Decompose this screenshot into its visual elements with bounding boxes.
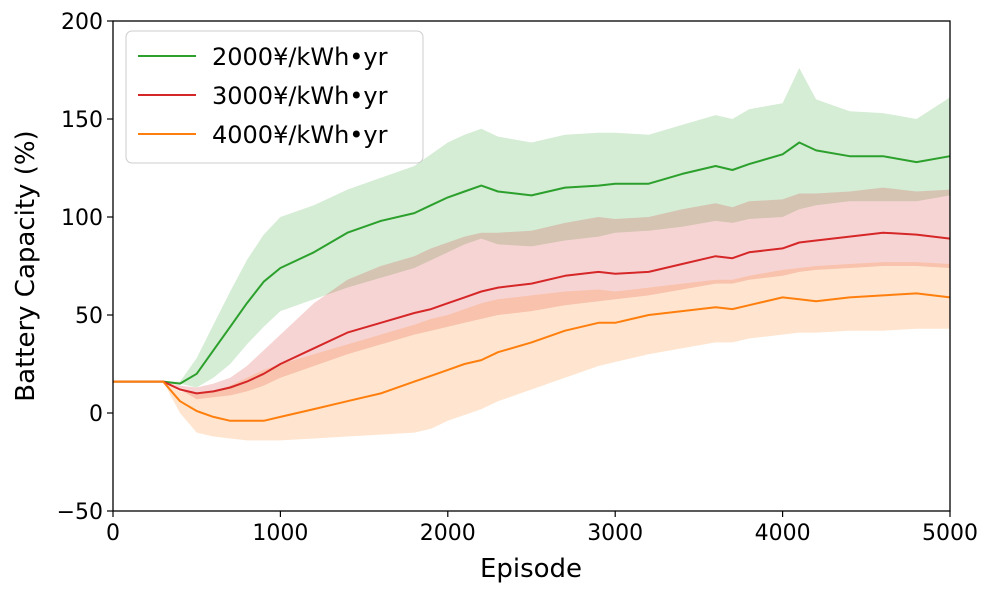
x-tick-label: 4000 (755, 521, 811, 546)
series-lines (113, 141, 951, 422)
x-tick-label: 3000 (587, 521, 643, 546)
legend-label-2: 3000¥/kWh•yr (212, 82, 388, 110)
y-tick-label: 0 (89, 402, 103, 427)
y-tick-label: 200 (61, 10, 103, 35)
legend-frame (125, 30, 424, 164)
series-band-1 (113, 68, 950, 388)
series-line-3 (113, 292, 951, 422)
x-axis-title: Episode (480, 554, 582, 584)
series-line-2 (113, 231, 951, 395)
legend: 2000¥/kWh•yr 3000¥/kWh•yr 4000¥/kWh•yr (125, 30, 424, 164)
series-line-1 (113, 141, 951, 385)
plot-frame (112, 20, 951, 512)
legend-label-1: 2000¥/kWh•yr (212, 43, 388, 71)
legend-label-3: 4000¥/kWh•yr (212, 121, 388, 149)
y-tick-label: 50 (75, 304, 103, 329)
x-tick-label: 0 (106, 521, 120, 546)
series-band-2 (113, 187, 950, 400)
x-axis: 0 1000 2000 3000 4000 5000 (106, 511, 978, 546)
x-tick-label: 2000 (420, 521, 476, 546)
x-tick-label: 5000 (922, 521, 978, 546)
y-tick-label: 100 (61, 206, 103, 231)
x-tick-label: 1000 (252, 521, 308, 546)
y-tick-label: 150 (61, 108, 103, 133)
y-tick-label: −50 (57, 500, 103, 525)
y-axis: −50 0 50 100 150 200 (57, 10, 113, 525)
y-axis-title: Battery Capacity (%) (11, 130, 41, 401)
